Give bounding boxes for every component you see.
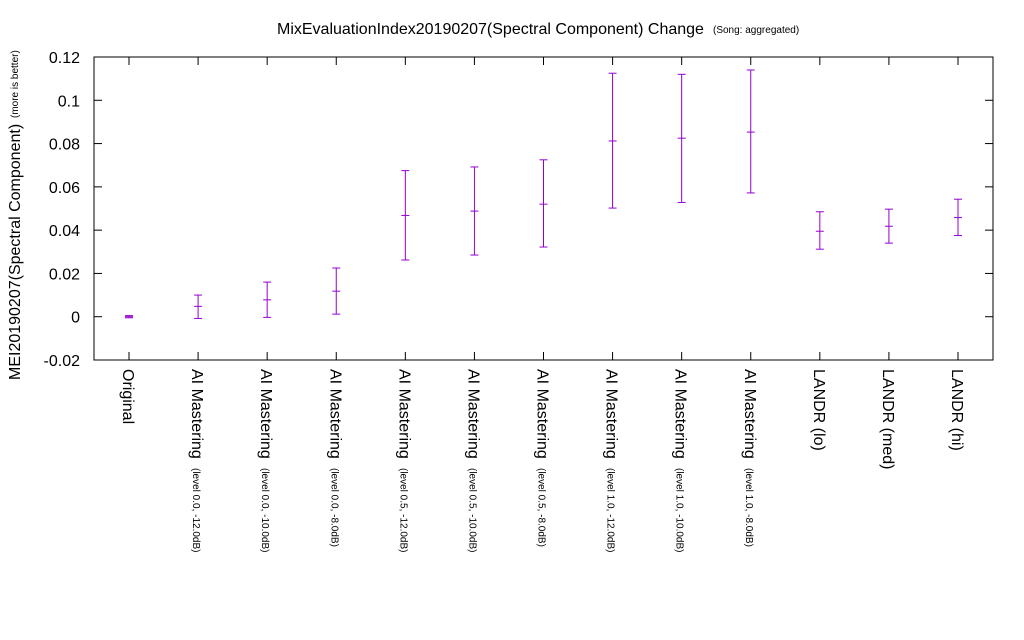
x-tick-label: LANDR (lo) bbox=[810, 369, 827, 451]
x-tick-label: AI Mastering bbox=[257, 369, 274, 459]
y-tick-label: 0.02 bbox=[49, 266, 80, 283]
y-tick-label: -0.02 bbox=[44, 353, 81, 370]
x-tick-label: Original bbox=[119, 369, 136, 424]
y-tick-label: 0.1 bbox=[58, 93, 80, 110]
x-tick-label: AI Mastering bbox=[741, 369, 758, 459]
x-tick-sublabel: (level 1.0, -12.0dB) bbox=[605, 468, 616, 553]
x-tick-label-group: LANDR (lo) bbox=[810, 369, 827, 451]
x-tick-label-group: AI Mastering (level 0.5, -12.0dB) bbox=[395, 369, 412, 553]
chart-title: MixEvaluationIndex20190207(Spectral Comp… bbox=[277, 21, 704, 38]
error-bars bbox=[125, 69, 962, 319]
x-tick-label: AI Mastering bbox=[395, 369, 412, 459]
y-axis: -0.02 0 0.02 0.04 0.06 0.08 0.1 0.12 bbox=[44, 50, 993, 370]
x-tick-label: AI Mastering bbox=[603, 369, 620, 459]
x-tick-label: AI Mastering bbox=[326, 369, 343, 459]
y-tick-label: 0.12 bbox=[49, 50, 80, 67]
x-tick-label: LANDR (med) bbox=[879, 369, 896, 469]
x-tick-label-group: LANDR (hi) bbox=[948, 369, 965, 451]
x-tick-label-group: AI Mastering (level 0.5, -10.0dB) bbox=[464, 369, 481, 553]
x-tick-sublabel: (level 0.0, -10.0dB) bbox=[259, 468, 270, 553]
x-tick-label-group: AI Mastering (level 0.0, -10.0dB) bbox=[257, 369, 274, 553]
x-tick-sublabel: (level 1.0, -8.0dB) bbox=[743, 468, 754, 547]
y-tick-label: 0.06 bbox=[49, 180, 80, 197]
x-axis: Original AI Mastering (level 0.0, -12.0dB)… bbox=[119, 57, 965, 553]
x-tick-label: AI Mastering bbox=[464, 369, 481, 459]
y-tick-label: 0.04 bbox=[49, 223, 80, 240]
x-tick-label: AI Mastering bbox=[672, 369, 689, 459]
y-tick-label: 0.08 bbox=[49, 137, 80, 154]
x-tick-label-group: AI Mastering (level 0.0, -12.0dB) bbox=[188, 369, 205, 553]
x-tick-label-group: AI Mastering (level 1.0, -12.0dB) bbox=[603, 369, 620, 553]
x-tick-sublabel: (level 0.5, -8.0dB) bbox=[536, 468, 547, 547]
y-tick-label: 0 bbox=[71, 310, 80, 327]
x-tick-sublabel: (level 0.0, -8.0dB) bbox=[328, 468, 339, 547]
x-tick-label-group: AI Mastering (level 1.0, -8.0dB) bbox=[741, 369, 758, 547]
y-axis-title: MEI20190207(Spectral Component) (more is… bbox=[7, 50, 24, 380]
x-tick-label-group: Original bbox=[119, 369, 136, 424]
x-tick-sublabel: (level 0.5, -12.0dB) bbox=[397, 468, 408, 553]
x-tick-label: LANDR (hi) bbox=[948, 369, 965, 451]
y-axis-label: MEI20190207(Spectral Component) bbox=[7, 124, 24, 380]
x-tick-sublabel: (level 0.0, -12.0dB) bbox=[190, 468, 201, 553]
x-tick-label-group: AI Mastering (level 1.0, -10.0dB) bbox=[672, 369, 689, 553]
x-tick-label: AI Mastering bbox=[534, 369, 551, 459]
x-tick-label-group: AI Mastering (level 0.5, -8.0dB) bbox=[534, 369, 551, 547]
x-tick-sublabel: (level 1.0, -10.0dB) bbox=[674, 468, 685, 553]
chart-title-note: (Song: aggregated) bbox=[713, 25, 799, 36]
x-tick-sublabel: (level 0.5, -10.0dB) bbox=[466, 468, 477, 553]
x-tick-label-group: AI Mastering (level 0.0, -8.0dB) bbox=[326, 369, 343, 547]
x-tick-label-group: LANDR (med) bbox=[879, 369, 896, 469]
y-axis-label-note: (more is better) bbox=[10, 50, 21, 118]
x-tick-label: AI Mastering bbox=[188, 369, 205, 459]
